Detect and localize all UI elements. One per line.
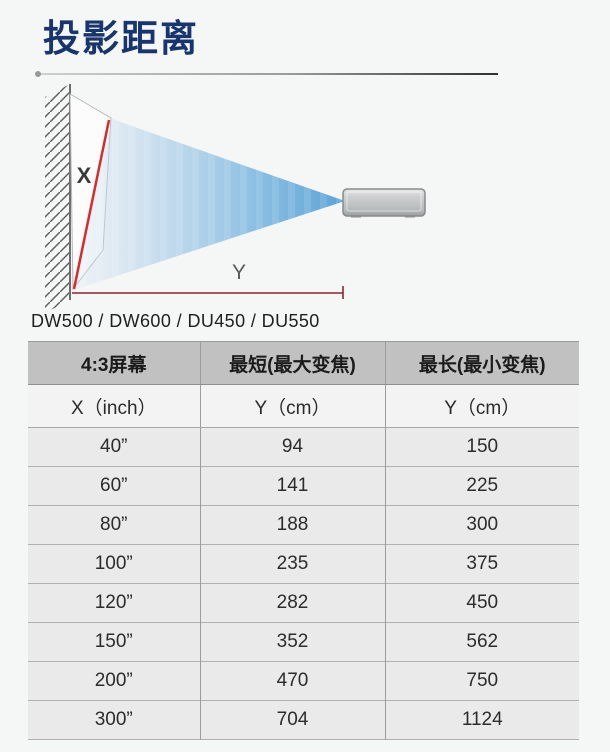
projector — [342, 188, 426, 218]
table-cell: 300” — [94, 709, 133, 730]
table-cell: 40” — [100, 436, 128, 457]
table-row: 200” 470 750 — [28, 661, 579, 701]
table-unit-row: X（inch） Y（cm） Y（cm） — [28, 384, 579, 428]
table-cell: 1124 — [384, 700, 579, 740]
table-cell: 704 — [199, 700, 385, 740]
page-title: 投影距离 — [43, 18, 199, 59]
table-cell: 225 — [384, 466, 579, 506]
table-cell: 200” — [94, 670, 133, 691]
col-header-min-distance: 最短(最大变焦) — [199, 341, 385, 385]
table-cell: 750 — [384, 661, 579, 701]
table-row: 100” 235 375 — [28, 544, 579, 584]
table-cell: 188 — [199, 505, 385, 545]
table-cell: 282 — [199, 583, 385, 623]
screen-size-label: X — [77, 163, 92, 188]
table-cell: 352 — [199, 622, 385, 662]
unit-max-cm: Y（cm） — [384, 384, 579, 428]
table-cell: 450 — [384, 583, 579, 623]
table-cell: 562 — [384, 622, 579, 662]
table-cell: 60” — [100, 475, 128, 496]
table-row: 80” 188 300 — [28, 505, 579, 545]
wall-hatching — [45, 84, 70, 313]
screen-diagonal-line — [72, 119, 111, 290]
unit-screen-inch: X（inch） — [28, 384, 200, 428]
table-cell: 94 — [199, 427, 385, 467]
table-header-row: 4:3屏幕 最短(最大变焦) 最长(最小变焦) — [28, 341, 579, 385]
distance-label: Y — [232, 261, 246, 284]
table-cell: 141 — [199, 466, 385, 506]
beam-banding — [74, 119, 345, 290]
table-row: 120” 282 450 — [28, 583, 579, 623]
table-cell: 235 — [199, 544, 385, 584]
divider-line — [35, 71, 498, 77]
table-cell: 100” — [94, 553, 133, 574]
projection-diagram: X Y — [45, 84, 426, 313]
col-header-screen: 4:3屏幕 — [28, 341, 200, 385]
table-row: 300” 704 1124 — [28, 700, 579, 740]
table-cell: 470 — [199, 661, 385, 701]
table-body: 40” 94 150 60” 141 225 80” 188 300 100” 235 375 120”… — [28, 427, 579, 740]
divider-dot — [35, 71, 41, 77]
projection-distance-table: 4:3屏幕 最短(最大变焦) 最长(最小变焦) X（inch） Y（cm） Y（… — [28, 341, 579, 740]
table-cell: 150 — [384, 427, 579, 467]
table-row: 150” 352 562 — [28, 622, 579, 662]
table-cell: 120” — [94, 592, 133, 613]
table-cell: 300 — [384, 505, 579, 545]
model-list: DW500 / DW600 / DU450 / DU550 — [31, 311, 320, 331]
table-cell: 150” — [94, 631, 133, 652]
col-header-max-distance: 最长(最小变焦) — [384, 341, 579, 385]
unit-min-cm: Y（cm） — [199, 384, 385, 428]
table-cell: 375 — [384, 544, 579, 584]
table-cell: 80” — [100, 514, 128, 535]
table-row: 40” 94 150 — [28, 427, 579, 467]
table-row: 60” 141 225 — [28, 466, 579, 506]
